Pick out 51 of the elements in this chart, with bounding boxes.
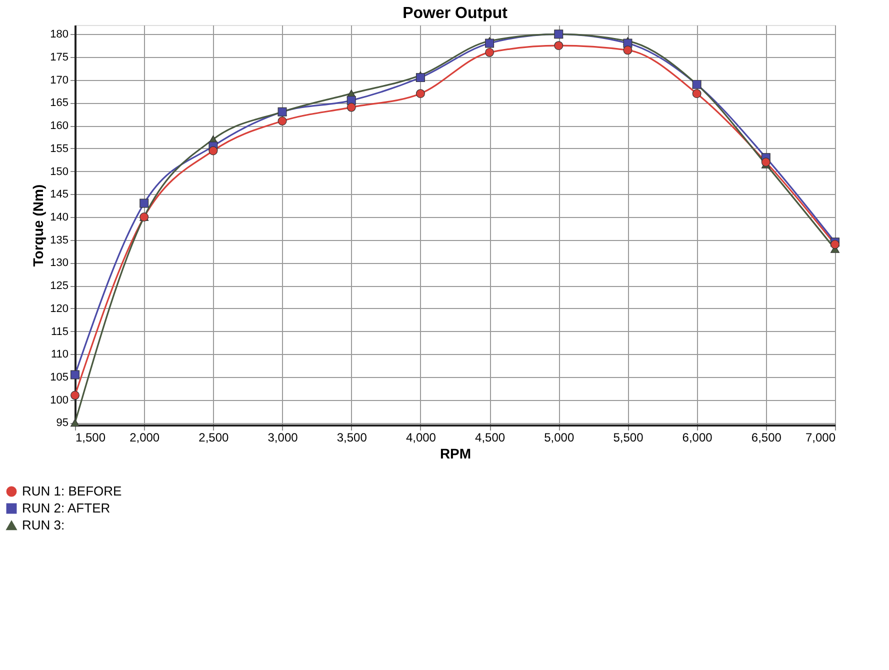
point	[70, 418, 80, 427]
y-tick-label: 160	[50, 120, 68, 132]
point	[346, 102, 356, 112]
x-tick-label: 2,000	[130, 430, 160, 444]
point	[692, 89, 702, 98]
y-tick-label: 170	[50, 74, 68, 86]
legend-label: RUN 1: BEFORE	[22, 484, 122, 498]
y-tick-label: 100	[50, 394, 68, 406]
y-tick-label: 110	[50, 348, 68, 361]
point	[416, 73, 425, 82]
point	[485, 38, 494, 48]
y-tick-label: 115	[50, 326, 68, 338]
x-tick-label: 5,000	[544, 430, 574, 444]
y-tick-label: 120	[50, 302, 68, 315]
x-tick-label: 6,500	[751, 430, 782, 444]
chart-title: Power Output	[402, 5, 508, 22]
point	[70, 370, 80, 380]
x-tick-label: 6,000	[682, 430, 713, 444]
x-tick-label: 4,000	[406, 430, 436, 444]
y-tick-label: 180	[50, 28, 68, 41]
y-axis-title: Torque (Nm)	[30, 184, 46, 267]
x-tick-label: 3,500	[336, 430, 368, 444]
y-tick-label: 155	[50, 142, 68, 155]
legend-label: RUN 3:	[22, 518, 65, 532]
x-axis-title: RPM	[440, 446, 472, 462]
point	[485, 48, 494, 57]
y-tick-label: 145	[50, 188, 68, 201]
point	[278, 116, 287, 126]
x-tick-label: 3,000	[268, 430, 298, 444]
x-tick-label: 4,500	[475, 430, 506, 444]
x-tick-label: 2,500	[198, 430, 230, 444]
point	[208, 146, 218, 156]
point	[623, 46, 632, 55]
legend-label: RUN 2: AFTER	[22, 500, 110, 516]
x-tick-label: 7,000	[805, 430, 836, 444]
y-tick-label: 130	[50, 257, 68, 270]
y-tick-label: 135	[50, 234, 68, 246]
point	[140, 198, 149, 208]
x-tick-label: 5,500	[613, 430, 644, 444]
y-tick-label: 140	[50, 212, 68, 224]
y-tick-label: 105	[50, 372, 68, 384]
point	[416, 89, 425, 98]
y-tick-label: 165	[50, 97, 68, 110]
point	[554, 41, 564, 50]
y-tick-label: 125	[50, 280, 68, 292]
x-tick-label: 1,500	[76, 430, 106, 444]
point	[70, 390, 80, 400]
y-tick-label: 150	[50, 166, 68, 178]
y-tick-label: 95	[56, 417, 68, 430]
y-tick-label: 175	[50, 52, 68, 64]
point	[761, 158, 770, 167]
